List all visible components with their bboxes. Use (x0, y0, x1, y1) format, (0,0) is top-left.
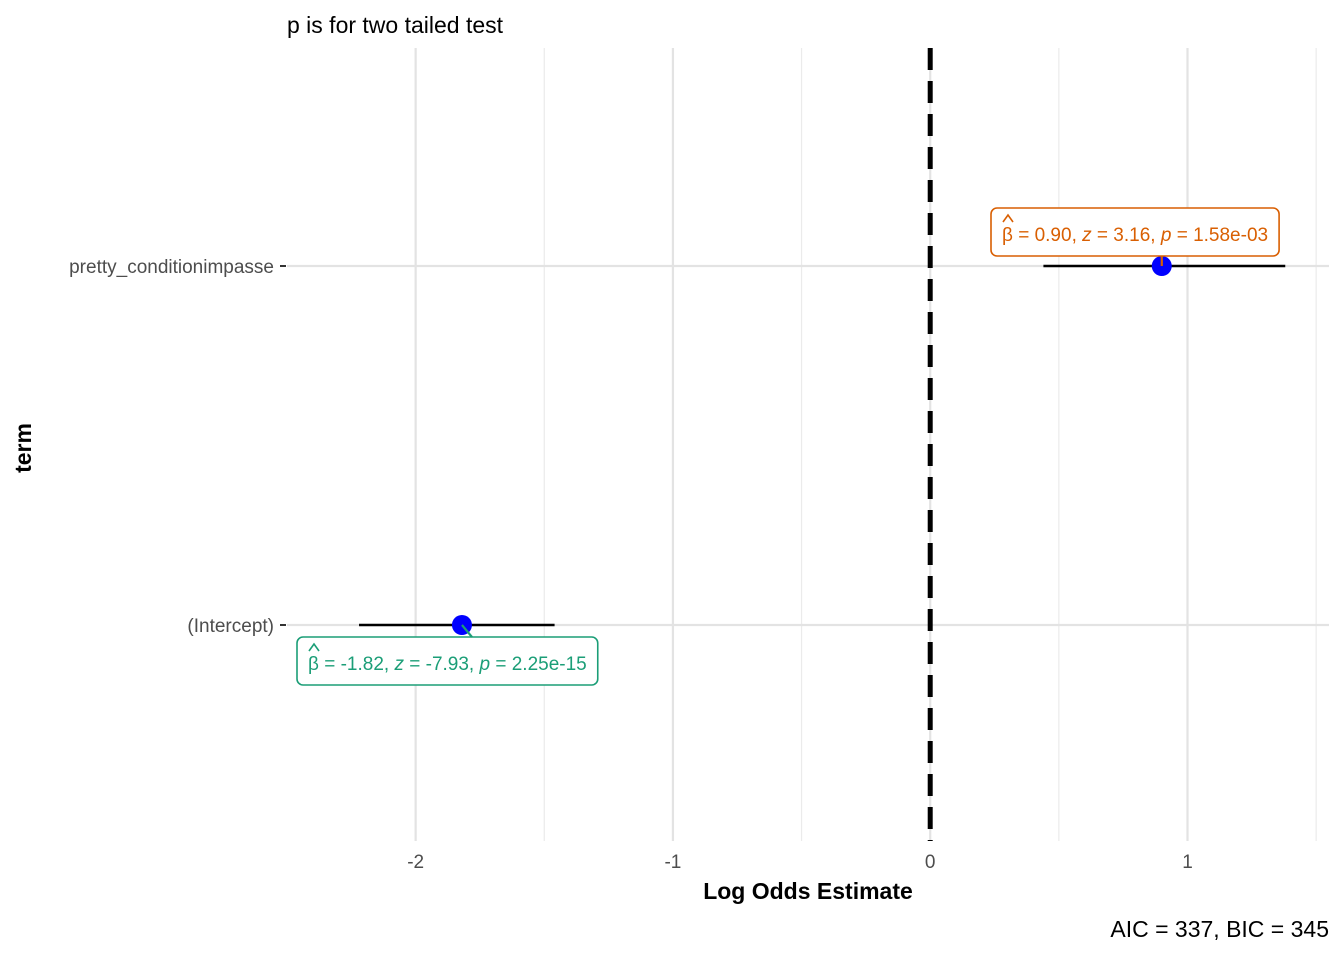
estimate-label-box (990, 207, 1280, 257)
confidence-intervals (359, 264, 1286, 627)
chart-subtitle: p is for two tailed test (287, 12, 504, 38)
estimate-points (451, 256, 1172, 635)
estimate-label: β = -1.82, z = -7.93, p = 2.25e-15 (296, 636, 599, 686)
estimate-label-box (296, 636, 599, 686)
label-part: = 0.90, (1013, 225, 1082, 246)
label-part: = 1.58e-03 (1171, 225, 1268, 246)
x-axis: -2 -1 0 1 (407, 852, 1193, 873)
label-part: p (1160, 225, 1172, 246)
x-axis-title: Log Odds Estimate (703, 878, 913, 904)
y-axis-title: term (10, 423, 36, 473)
beta-hat (1002, 213, 1014, 223)
x-tick-label: -2 (407, 852, 424, 873)
chart-caption: AIC = 337, BIC = 345 (1110, 916, 1329, 942)
estimate-label-text: β = 0.90, z = 3.16, p = 1.58e-03 (1002, 225, 1268, 246)
x-tick-label: 0 (925, 852, 936, 873)
label-part: = -7.93, (404, 654, 480, 675)
estimate-labels: β = 0.90, z = 3.16, p = 1.58e-03β = -1.8… (296, 207, 1280, 686)
label-part: β (1002, 225, 1013, 246)
label-part: β (308, 654, 319, 675)
label-part: p (479, 654, 491, 675)
y-axis: pretty_conditionimpasse (Intercept) (69, 257, 286, 637)
x-tick-label: 1 (1182, 852, 1193, 873)
minor-gridlines (543, 48, 1317, 841)
x-tick-label: -1 (664, 852, 681, 873)
label-part: = -1.82, (319, 654, 395, 675)
label-part: = 2.25e-15 (490, 654, 587, 675)
horizontal-gridlines (287, 264, 1329, 627)
estimate-label-text: β = -1.82, z = -7.93, p = 2.25e-15 (308, 654, 587, 675)
estimate-label: β = 0.90, z = 3.16, p = 1.58e-03 (990, 207, 1280, 257)
beta-hat (308, 642, 320, 652)
y-tick-label: pretty_conditionimpasse (69, 257, 274, 278)
label-part: = 3.16, (1092, 225, 1161, 246)
label-part: z (1081, 225, 1092, 246)
label-connector (461, 624, 473, 638)
y-tick-label: (Intercept) (187, 616, 274, 637)
label-part: z (393, 654, 404, 675)
